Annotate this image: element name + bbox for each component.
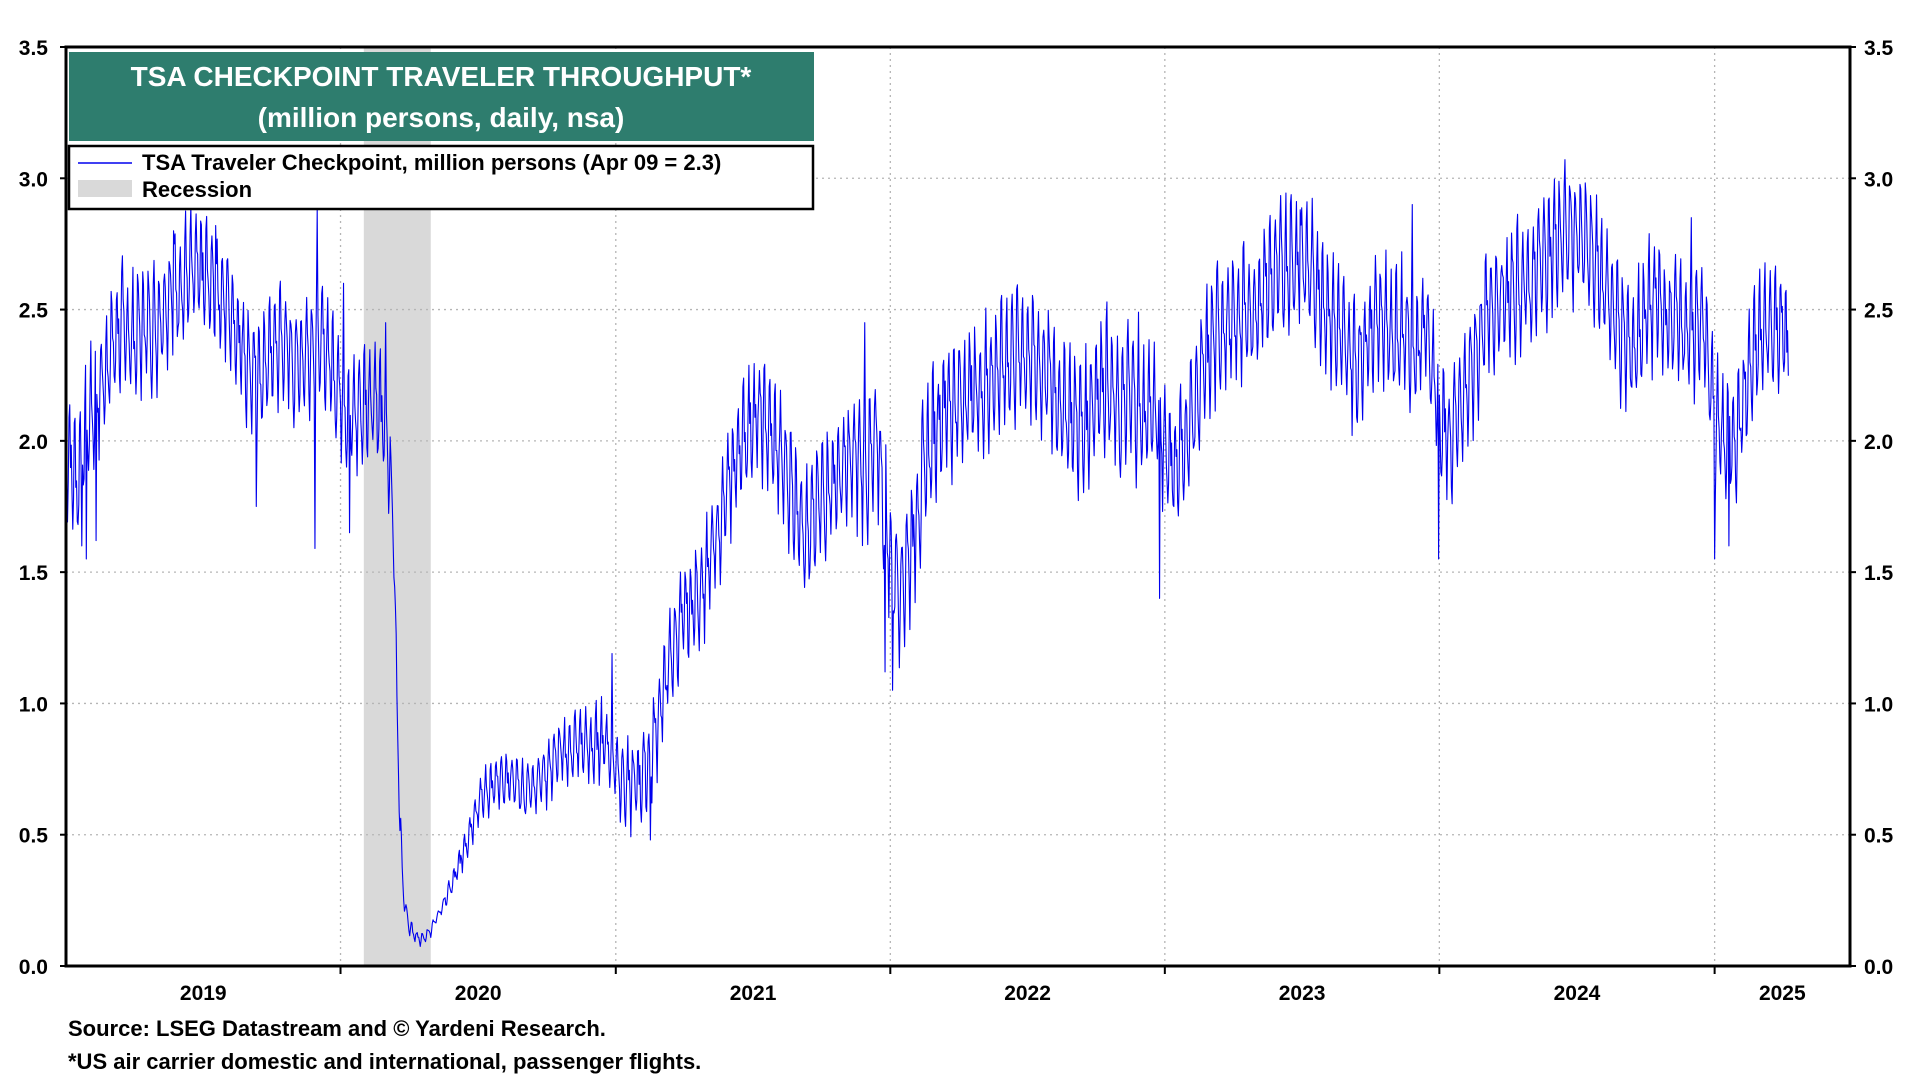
y-tick-label-left: 1.0 bbox=[19, 693, 48, 716]
y-tick-label-right: 0.5 bbox=[1864, 825, 1894, 848]
legend-entry-recession: Recession bbox=[142, 177, 252, 202]
y-tick-label-left: 1.5 bbox=[19, 562, 49, 585]
legend: TSA Traveler Checkpoint, million persons… bbox=[67, 144, 815, 211]
y-tick-label-right: 2.0 bbox=[1864, 431, 1893, 454]
y-tick-label-left: 3.5 bbox=[19, 37, 49, 60]
y-axis-right: 0.0 0.5 1.0 1.5 2.0 2.5 3.0 3.5 bbox=[1850, 37, 1894, 979]
x-tick-label: 2022 bbox=[1004, 982, 1051, 1005]
tsa-series-line bbox=[65, 159, 1789, 947]
legend-recession-swatch bbox=[78, 180, 132, 197]
y-tick-label-left: 2.5 bbox=[19, 300, 49, 323]
y-tick-label-right: 1.0 bbox=[1864, 693, 1893, 716]
x-tick-label: 2020 bbox=[455, 982, 502, 1005]
title-box: TSA CHECKPOINT TRAVELER THROUGHPUT* (mil… bbox=[69, 52, 814, 141]
y-tick-label-left: 0.0 bbox=[19, 956, 48, 979]
chart-subtitle: (million persons, daily, nsa) bbox=[258, 102, 625, 133]
y-tick-label-right: 3.5 bbox=[1864, 37, 1894, 60]
y-tick-label-right: 3.0 bbox=[1864, 168, 1893, 191]
y-tick-label-right: 0.0 bbox=[1864, 956, 1893, 979]
x-axis: 2019 2020 2021 2022 2023 2024 2025 bbox=[180, 966, 1806, 1005]
chart-title: TSA CHECKPOINT TRAVELER THROUGHPUT* bbox=[131, 61, 752, 92]
y-tick-label-right: 2.5 bbox=[1864, 300, 1894, 323]
y-tick-label-left: 2.0 bbox=[19, 431, 48, 454]
source-note: Source: LSEG Datastream and © Yardeni Re… bbox=[68, 1016, 606, 1041]
y-tick-label-right: 1.5 bbox=[1864, 562, 1894, 585]
y-axis-left: 0.0 0.5 1.0 1.5 2.0 2.5 3.0 3.5 bbox=[19, 37, 66, 979]
x-tick-label: 2023 bbox=[1279, 982, 1326, 1005]
plot-frame bbox=[64, 45, 1852, 968]
x-tick-label: 2021 bbox=[730, 982, 777, 1005]
footnote: *US air carrier domestic and internation… bbox=[68, 1049, 702, 1074]
x-tick-label: 2025 bbox=[1759, 982, 1806, 1005]
legend-entry-series: TSA Traveler Checkpoint, million persons… bbox=[142, 150, 721, 175]
x-tick-label: 2019 bbox=[180, 982, 227, 1005]
y-tick-label-left: 0.5 bbox=[19, 825, 49, 848]
y-tick-label-left: 3.0 bbox=[19, 168, 48, 191]
x-tick-label: 2024 bbox=[1554, 982, 1601, 1005]
